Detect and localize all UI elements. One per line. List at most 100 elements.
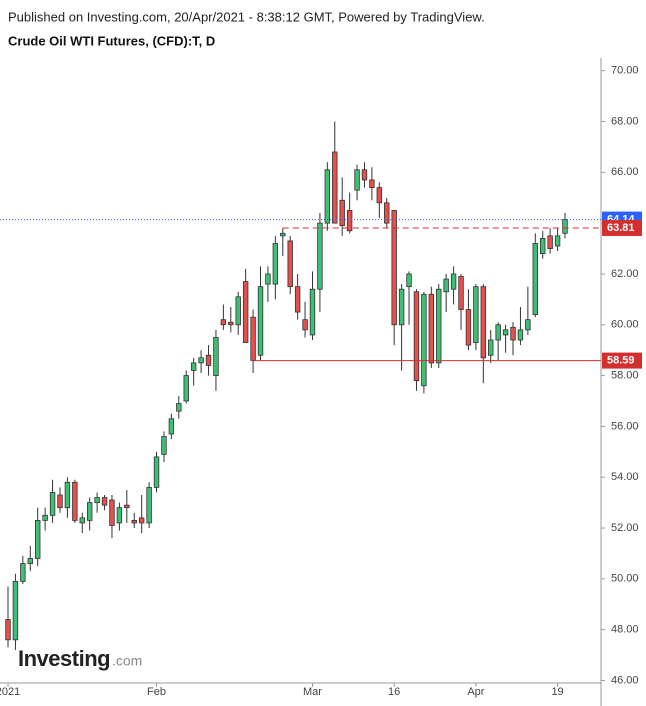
candle-body: [502, 329, 509, 336]
candle-body: [428, 293, 435, 364]
candle-body: [324, 169, 331, 224]
candle-body: [361, 169, 368, 181]
candle-body: [250, 316, 256, 361]
candle-body: [146, 486, 152, 524]
candle-body: [168, 418, 175, 435]
candle-body: [339, 199, 345, 227]
y-tick-label: 56.00: [611, 420, 639, 432]
candle-body: [369, 179, 375, 188]
candle-body: [213, 337, 219, 376]
candle-body: [272, 243, 279, 285]
y-tick-label: 68.00: [611, 115, 639, 127]
candle-body: [228, 321, 234, 326]
y-tick-label: 54.00: [611, 471, 639, 483]
candle-body: [450, 273, 457, 290]
candle-body: [309, 288, 316, 336]
candle-body: [376, 187, 383, 204]
candle-body: [220, 319, 227, 326]
candle-body: [488, 339, 494, 356]
candle-body: [101, 497, 108, 506]
candle-body: [35, 519, 41, 559]
candle-body: [116, 507, 123, 524]
candle-body: [94, 497, 100, 504]
candle-body: [42, 514, 48, 521]
candle-body: [398, 288, 405, 326]
candle-body: [5, 619, 11, 641]
y-tick-label: 48.00: [611, 624, 639, 636]
y-tick-label: 66.00: [611, 166, 639, 178]
candle-body: [413, 291, 420, 382]
candle-body: [257, 286, 264, 356]
price-label: 63.81: [607, 222, 635, 234]
candle-body: [131, 519, 137, 524]
price-label-box: [602, 219, 642, 236]
candle-body: [109, 499, 115, 526]
candle-body: [406, 273, 412, 288]
candle-body: [49, 492, 56, 516]
candle-body: [12, 580, 19, 641]
candle-body: [190, 362, 197, 371]
y-tick-label: 52.00: [611, 522, 639, 534]
candle-body: [183, 375, 189, 402]
candle-body: [64, 481, 71, 509]
price-label-box: [602, 352, 642, 369]
candle-body: [242, 281, 249, 343]
candle-body: [465, 309, 472, 346]
chart-title: Crude Oil WTI Futures, (CFD):T, D: [8, 33, 215, 48]
candle-body: [27, 558, 33, 564]
candle-body: [532, 243, 538, 316]
candle-body: [391, 210, 397, 326]
y-tick-label: 62.00: [611, 268, 639, 280]
logo-suffix: .com: [112, 653, 142, 669]
candle-body: [20, 563, 26, 582]
candle-body: [86, 502, 93, 521]
x-tick-label: 19: [551, 686, 563, 698]
candle-body: [138, 517, 145, 524]
candle-body: [161, 436, 167, 455]
candle-body: [562, 219, 568, 234]
candle-body: [205, 354, 212, 366]
candle-body: [124, 504, 130, 509]
price-label: 58.59: [607, 354, 635, 366]
y-tick-label: 60.00: [611, 319, 639, 331]
candle-body: [525, 319, 531, 331]
candle-body: [473, 286, 479, 343]
candle-body: [540, 237, 546, 255]
candle-body: [280, 232, 286, 237]
candle-body: [495, 324, 501, 341]
candle-body: [302, 319, 308, 331]
candle-body: [421, 293, 427, 387]
candle-body: [547, 235, 553, 249]
candle-body: [346, 210, 353, 232]
x-tick-label: Mar: [303, 686, 322, 698]
x-tick-label: 2021: [0, 686, 20, 698]
x-tick-label: Feb: [147, 686, 166, 698]
y-tick-label: 70.00: [611, 65, 639, 77]
candle-body: [443, 278, 449, 293]
candle-body: [510, 326, 516, 341]
candle-body: [458, 276, 464, 310]
candle-body: [517, 329, 524, 341]
candle-body: [265, 273, 271, 285]
y-tick-label: 58.00: [611, 369, 639, 381]
logo-brand: Investing: [18, 646, 110, 671]
candle-body: [57, 494, 63, 509]
candle-body: [287, 240, 293, 288]
candle-body: [176, 403, 182, 412]
candle-body: [436, 288, 442, 364]
candle-body: [235, 296, 241, 326]
candle-body: [480, 286, 487, 359]
source-note: Published on Investing.com, 20/Apr/2021 …: [8, 9, 485, 24]
y-tick-label: 46.00: [611, 674, 639, 686]
candle-body: [294, 286, 301, 313]
x-tick-label: 16: [388, 686, 400, 698]
candle-body: [317, 222, 323, 290]
x-tick-label: Apr: [467, 686, 484, 698]
candle-body: [332, 151, 338, 224]
candle-body: [384, 202, 390, 224]
y-tick-label: 50.00: [611, 573, 639, 585]
candle-body: [79, 517, 85, 524]
candle-body: [72, 481, 78, 521]
